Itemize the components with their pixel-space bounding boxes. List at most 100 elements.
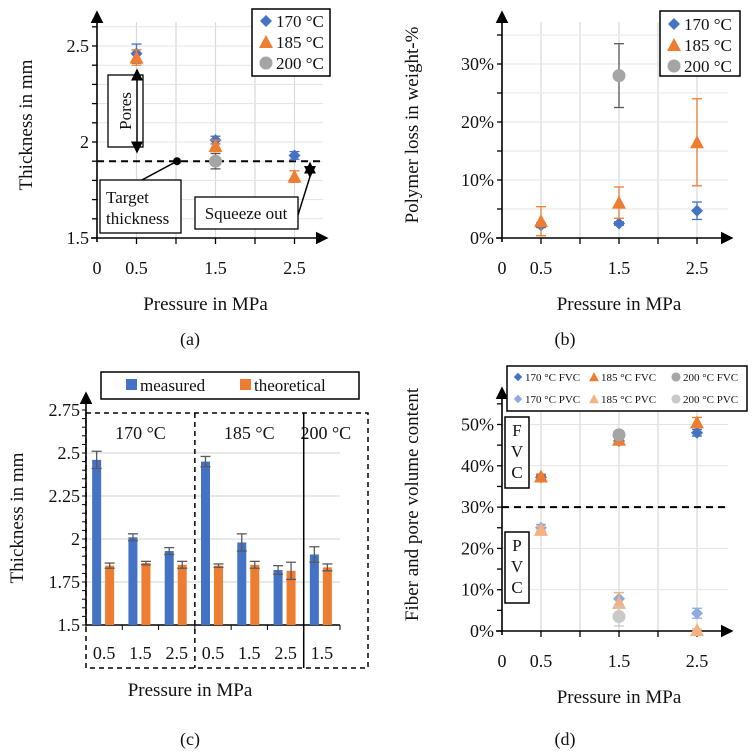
legend-box — [100, 371, 360, 400]
pvc-label: C — [511, 578, 522, 597]
x-tick-label: 1.5 — [311, 643, 334, 663]
legend-label: 185 °C — [684, 36, 732, 55]
data-point-diamond — [691, 607, 703, 620]
data-point-diamond — [613, 217, 625, 230]
error-bar — [286, 561, 297, 581]
y-tick-label: 20% — [461, 112, 494, 132]
y-tick-label: 1.5 — [58, 615, 81, 635]
squeeze-leader-line — [297, 176, 311, 216]
error-bar — [213, 563, 224, 569]
bar-theoretical — [322, 567, 332, 625]
data-point-triangle — [690, 135, 704, 149]
bar-theoretical — [286, 570, 296, 625]
y-tick-label: 2.5 — [67, 36, 90, 56]
squeeze-out-box — [194, 196, 299, 230]
legend-marker-triangle — [589, 394, 599, 404]
group-box — [85, 412, 369, 669]
data-point-diamond — [288, 149, 301, 162]
target-leader-line — [139, 160, 178, 182]
panel-a: 0 0.5 1.5 2.5 1.5 2 2.5 Pressure in MPa Thicknes… — [16, 8, 331, 350]
data-point-circle — [612, 69, 626, 83]
bar-measured — [309, 554, 319, 625]
bar-theoretical — [214, 565, 223, 625]
bar-theoretical — [250, 564, 260, 625]
target-thickness-label: Target thickness — [106, 188, 169, 228]
x-tick-label: 0 — [498, 651, 507, 671]
error-bar — [309, 546, 320, 563]
legend-label: 170 °C PVC — [525, 394, 580, 406]
fvc-label: F — [512, 421, 521, 440]
legend-label: 170 °C — [684, 15, 732, 34]
legend-marker-triangle — [259, 35, 273, 48]
legend-label: 185 °C — [276, 33, 324, 52]
error-bar — [322, 563, 333, 572]
bar-measured — [92, 459, 102, 625]
target-label-line2: thickness — [106, 209, 169, 228]
legend-label: 200 °C FVC — [683, 372, 738, 384]
y-tick-label: 30% — [461, 54, 494, 74]
x-tick-label: 1.5 — [129, 643, 152, 663]
data-point-triangle — [612, 595, 626, 609]
bar-theoretical — [141, 563, 151, 625]
legend-marker-circle — [259, 56, 273, 70]
error-bar — [91, 450, 102, 470]
data-point-triangle — [534, 522, 548, 536]
legend-label: 170 °C FVC — [525, 372, 580, 384]
target-label-line1: Target — [106, 188, 149, 207]
legend-label: 200 °C — [684, 57, 732, 76]
error-bar — [249, 560, 260, 569]
panel-label: (c) — [180, 729, 200, 750]
data-point-triangle — [287, 169, 302, 183]
y-tick-label: 2.75 — [49, 400, 81, 420]
legend-swatch-measured — [126, 379, 137, 390]
data-point-triangle — [534, 214, 548, 228]
legend-marker-circle — [667, 59, 681, 73]
legend: 170 °C FVC 185 °C FVC 200 °C FVC 170 °C PVC… — [506, 365, 748, 412]
panel-d: 0 0.5 1.5 2.5 0% 10% 20% 30% 40% 50% Pressure in M… — [402, 365, 748, 750]
bar-theoretical — [177, 564, 187, 625]
x-axis-title: Pressure in MPa — [143, 294, 268, 315]
x-axis-title: Pressure in MPa — [557, 294, 682, 315]
legend-marker-diamond — [260, 15, 272, 27]
squeeze-out-label: Squeeze out — [205, 204, 288, 223]
x-tick-label: 0.5 — [202, 643, 225, 663]
legend-marker-diamond — [668, 18, 680, 30]
legend-label: 200 °C PVC — [683, 394, 738, 406]
y-tick-label: 1.75 — [49, 572, 81, 592]
x-tick-label: 2.5 — [686, 651, 709, 671]
y-tick-label: 1.5 — [67, 228, 90, 248]
y-tick-label: 2.5 — [58, 443, 81, 463]
x-tick-label: 0.5 — [125, 258, 148, 278]
error-bar — [127, 533, 138, 542]
data-point-diamond — [691, 204, 703, 217]
pores-label: Pores — [116, 92, 135, 130]
x-tick-label: 2.5 — [274, 643, 297, 663]
x-tick-label: 1.5 — [238, 643, 261, 663]
x-tick-label: 0.5 — [530, 258, 553, 278]
panel-label: (b) — [555, 329, 576, 350]
data-point-triangle — [690, 415, 704, 429]
y-axis-title: Thickness in mm — [7, 452, 28, 583]
bar-measured — [201, 461, 210, 625]
x-tick-label: 1.5 — [608, 651, 631, 671]
y-tick-label: 0% — [470, 621, 494, 641]
data-point-triangle — [690, 623, 704, 637]
error-bar — [200, 455, 211, 468]
legend-marker-triangle — [589, 372, 599, 382]
y-tick-label: 2.25 — [49, 486, 81, 506]
x-tick-label: 0 — [93, 258, 102, 278]
bar-measured — [237, 542, 247, 625]
fvc-label: C — [511, 463, 522, 482]
x-tick-label: 2.5 — [283, 258, 306, 278]
legend-marker-diamond — [513, 372, 523, 382]
x-tick-label: 1.5 — [608, 258, 631, 278]
panel-label: (d) — [555, 729, 576, 750]
legend-label: 200 °C — [276, 54, 324, 73]
panel-b: 0 0.5 1.5 2.5 0% 10% 20% 30% Pressure in MPa Poly… — [402, 10, 741, 350]
data-point-triangle — [534, 469, 548, 483]
pvc-label: P — [512, 536, 521, 555]
data-point-diamond — [691, 426, 703, 439]
data-point-circle — [612, 610, 626, 624]
bar-theoretical — [105, 565, 115, 625]
y-tick-label: 10% — [461, 170, 494, 190]
